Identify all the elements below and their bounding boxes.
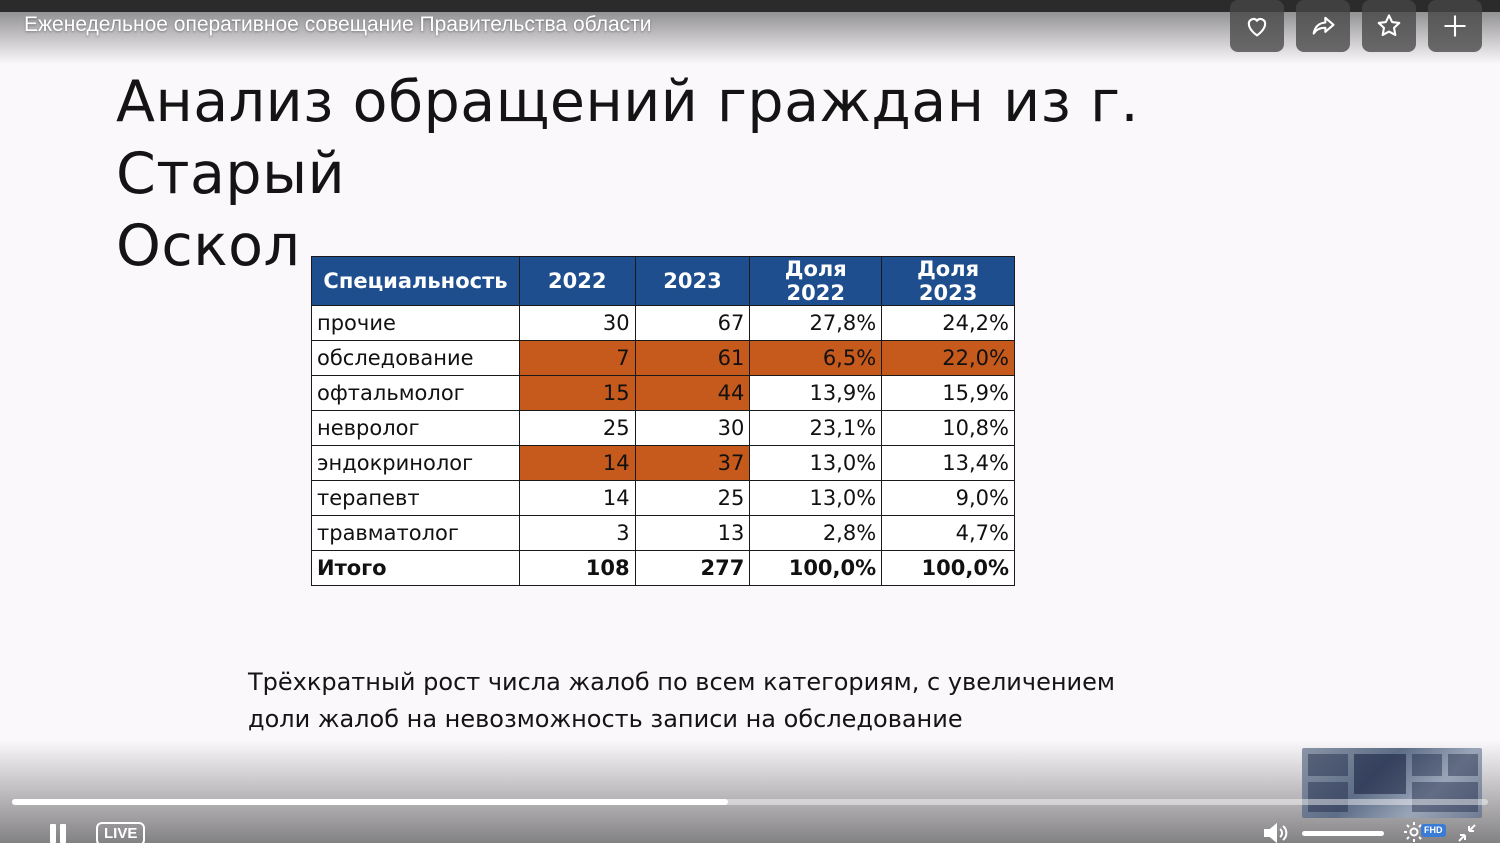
cell-2022: 14 — [518, 480, 636, 516]
header-specialty: Специальность — [311, 256, 520, 306]
table-total-row: Итого 108 277 100,0% 100,0% — [311, 550, 1015, 586]
progress-bar[interactable] — [12, 799, 1488, 805]
cell-share-2023: 24,2% — [881, 305, 1015, 341]
star-icon — [1377, 14, 1401, 37]
favorite-button[interactable] — [1362, 0, 1416, 52]
cell-specialty: эндокринолог — [311, 445, 520, 481]
table-row: травматолог 3 13 2,8% 4,7% — [311, 515, 1015, 551]
cell-specialty: травматолог — [311, 515, 520, 551]
cell-share-2023: 13,4% — [881, 445, 1015, 481]
live-badge[interactable]: LIVE — [96, 822, 146, 843]
cell-share-2023: 10,8% — [881, 410, 1015, 446]
volume-icon[interactable] — [1262, 822, 1290, 843]
cell-specialty: офтальмолог — [311, 375, 520, 411]
pause-icon — [60, 824, 66, 843]
cell-share-2023: 15,9% — [881, 375, 1015, 411]
header-share-2023: Доля 2023 — [881, 256, 1015, 306]
cell-share-2022: 27,8% — [749, 305, 883, 341]
slide-title-line-1: Анализ обращений граждан из г. Старый — [116, 69, 1140, 207]
like-button[interactable] — [1230, 0, 1284, 52]
slide-conclusion: Трёхкратный рост числа жалоб по всем кат… — [248, 664, 1208, 738]
cell-2022: 14 — [518, 445, 636, 481]
pause-button[interactable] — [46, 824, 70, 843]
cell-specialty: терапевт — [311, 480, 520, 516]
complaints-table: Специальность 2022 2023 Доля 2022 Доля 2… — [311, 256, 1015, 586]
volume-slider[interactable] — [1302, 831, 1384, 836]
progress-bar-fill — [12, 799, 728, 805]
header-2023: 2023 — [634, 256, 751, 306]
cell-specialty: невролог — [311, 410, 520, 446]
header-2022: 2022 — [518, 256, 636, 306]
cell-share-2022: 13,0% — [749, 480, 883, 516]
share-icon — [1312, 16, 1335, 35]
total-share-2022: 100,0% — [749, 550, 883, 586]
share-button[interactable] — [1296, 0, 1350, 52]
plus-icon — [1444, 15, 1466, 37]
cell-share-2022: 13,0% — [749, 445, 883, 481]
cell-share-2022: 23,1% — [749, 410, 883, 446]
cell-2022: 25 — [518, 410, 636, 446]
cell-2023: 13 — [634, 515, 751, 551]
cell-share-2022: 6,5% — [749, 340, 883, 376]
conclusion-line-1: Трёхкратный рост числа жалоб по всем кат… — [248, 668, 1115, 696]
participants-preview-thumbnail[interactable] — [1302, 748, 1482, 818]
top-actions — [1230, 0, 1482, 52]
table-row: невролог 25 30 23,1% 10,8% — [311, 410, 1015, 446]
video-title: Еженедельное оперативное совещание Прави… — [24, 13, 652, 36]
slide-title-line-2: Оскол — [116, 213, 301, 279]
heart-icon — [1247, 18, 1267, 37]
table-row: эндокринолог 14 37 13,0% 13,4% — [311, 445, 1015, 481]
cell-2023: 30 — [634, 410, 751, 446]
table-row: офтальмолог 15 44 13,9% 15,9% — [311, 375, 1015, 411]
cell-share-2022: 13,9% — [749, 375, 883, 411]
cell-share-2023: 4,7% — [881, 515, 1015, 551]
header-share-2022: Доля 2022 — [749, 256, 883, 306]
cell-2022: 7 — [518, 340, 636, 376]
cell-2023: 37 — [634, 445, 751, 481]
top-bar — [0, 0, 1500, 12]
table-row: терапевт 14 25 13,0% 9,0% — [311, 480, 1015, 516]
table-header-row: Специальность 2022 2023 Доля 2022 Доля 2… — [311, 256, 1015, 306]
total-label: Итого — [311, 550, 520, 586]
slide-title: Анализ обращений граждан из г. Старый Ос… — [116, 66, 1376, 282]
cell-share-2022: 2,8% — [749, 515, 883, 551]
add-button[interactable] — [1428, 0, 1482, 52]
cell-2023: 61 — [634, 340, 751, 376]
cell-2023: 44 — [634, 375, 751, 411]
total-share-2023: 100,0% — [881, 550, 1015, 586]
cell-2023: 25 — [634, 480, 751, 516]
total-2023: 277 — [634, 550, 751, 586]
cell-2023: 67 — [634, 305, 751, 341]
collapse-icon[interactable] — [1456, 822, 1478, 843]
cell-2022: 15 — [518, 375, 636, 411]
table-row: обследование 7 61 6,5% 22,0% — [311, 340, 1015, 376]
pause-icon — [50, 824, 56, 843]
player-controls-overlay — [0, 740, 1500, 843]
quality-badge: FHD — [1421, 824, 1446, 837]
cell-2022: 3 — [518, 515, 636, 551]
cell-specialty: обследование — [311, 340, 520, 376]
total-2022: 108 — [518, 550, 636, 586]
cell-share-2023: 9,0% — [881, 480, 1015, 516]
cell-2022: 30 — [518, 305, 636, 341]
table-row: прочие 30 67 27,8% 24,2% — [311, 305, 1015, 341]
conclusion-line-2: доли жалоб на невозможность записи на об… — [248, 705, 963, 733]
cell-share-2023: 22,0% — [881, 340, 1015, 376]
cell-specialty: прочие — [311, 305, 520, 341]
